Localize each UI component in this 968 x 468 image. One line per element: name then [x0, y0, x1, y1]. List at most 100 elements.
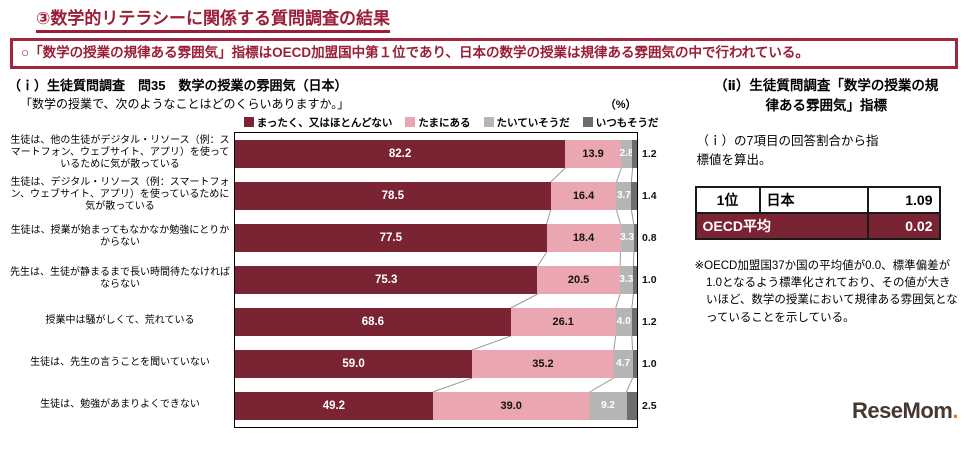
bar-segment-value: 49.2 [322, 399, 346, 412]
bar-row: 78.5 16.4 3.7 1.4 [235, 175, 657, 217]
index-table: 1位 日本 1.09 OECD平均 0.02 [694, 185, 941, 240]
chart-subheading-row: 「数学の授業で、次のようなことはどのくらいありますか。」 （%） [6, 95, 671, 112]
bar-segment: 20.5 [537, 265, 620, 294]
resemom-logo: ReseMom. [851, 397, 959, 424]
logo-dot: . [952, 397, 958, 423]
index-section-heading: （ⅱ）生徒質問調査「数学の授業の規律ある雰囲気」指標 [714, 77, 939, 114]
legend-item: いつもそうだ [582, 115, 659, 130]
legend-label: たいていそうだ [496, 116, 570, 129]
bar-value-outside: 1.2 [642, 147, 657, 160]
legend-item: たいていそうだ [483, 115, 570, 130]
percent-unit-label: （%） [604, 98, 637, 111]
bar-segment: 3.3 [620, 223, 635, 252]
stacked-bar: 59.0 35.2 4.7 [235, 349, 637, 378]
bar-segment-value: 68.6 [361, 315, 385, 328]
bar-segment: 2.8 [619, 139, 634, 168]
bar-segment-value: 39.0 [500, 399, 522, 412]
bar-segment: 4.0 [615, 307, 632, 336]
bar-row: 68.6 26.1 4.0 1.2 [235, 301, 657, 343]
bar-segment [631, 307, 637, 336]
bar-segment: 3.3 [619, 265, 634, 294]
category-label: 授業中は騒がしくて、荒れている [45, 314, 195, 326]
legend-label: まったく、又はほとんどない [256, 116, 393, 129]
stacked-bar: 75.3 20.5 3.3 [235, 265, 637, 294]
bar-segment: 18.4 [546, 223, 621, 252]
bar-row: 82.2 13.9 2.8 1.2 [235, 133, 657, 175]
legend-marker [582, 117, 593, 128]
bar-segment-value: 3.3 [620, 232, 635, 244]
category-label: 先生は、生徒が静まるまで長い時間待たなければならない [10, 267, 230, 290]
legend-marker [243, 117, 254, 128]
stacked-bar-chart: 生徒は、他の生徒がデジタル・リソース（例：スマートフォン、ウェブサイト、アプリ）… [6, 131, 671, 428]
bar-segment: 59.0 [235, 349, 473, 378]
bar-segment: 26.1 [510, 307, 616, 336]
legend-item: まったく、又はほとんどない [243, 115, 393, 130]
oecd-label-cell: OECD平均 [694, 211, 869, 240]
category-label: 生徒は、授業が始まってもなかなか勉強にとりかからない [10, 225, 230, 248]
legend-marker [405, 117, 416, 128]
bar-value-outside: 1.0 [642, 273, 657, 286]
bar-segment-value: 77.5 [379, 231, 402, 244]
bar-segment-value: 2.8 [619, 148, 634, 160]
oecd-value-cell: 0.02 [866, 211, 941, 240]
index-section: （ⅱ）生徒質問調査「数学の授業の規律ある雰囲気」指標 （ｉ）の7項目の回答割合か… [671, 74, 963, 428]
bar-row: 75.3 20.5 3.3 1.0 [235, 259, 657, 301]
legend-item: たまにある [405, 115, 471, 130]
bar-segment: 75.3 [235, 265, 538, 294]
bar-segment-value: 26.1 [552, 315, 574, 328]
plot-area: 82.2 13.9 2.8 1.2 78.5 16.4 3.7 1.4 77.5 18.4 3.3 0… [234, 131, 657, 428]
stacked-bar: 49.2 39.0 9.2 [235, 391, 637, 420]
bar-segment: 16.4 [550, 181, 617, 210]
category-label: 生徒は、勉強があまりよくできない [40, 398, 200, 410]
legend-marker [483, 117, 494, 128]
bar-segment: 68.6 [235, 307, 511, 336]
stacked-bar: 68.6 26.1 4.0 [235, 307, 637, 336]
bar-row: 77.5 18.4 3.3 0.8 [235, 217, 657, 259]
bar-segment-value: 9.2 [601, 400, 615, 412]
bar-segment-value: 3.7 [616, 190, 631, 202]
table-row-oecd: OECD平均 0.02 [694, 211, 941, 240]
bar-row: 49.2 39.0 9.2 2.5 [235, 385, 657, 427]
bar-segment-value: 82.2 [388, 147, 412, 160]
rank-cell: 1位 [694, 185, 761, 214]
bar-segment [626, 391, 637, 420]
table-row-japan: 1位 日本 1.09 [694, 185, 941, 214]
category-label: 生徒は、他の生徒がデジタル・リソース（例：スマートフォン、ウェブサイト、アプリ）… [10, 135, 230, 170]
bar-value-outside: 1.0 [642, 357, 657, 370]
legend-label: たまにある [418, 116, 471, 129]
bar-segment: 13.9 [565, 139, 621, 168]
stacked-bar: 82.2 13.9 2.8 [235, 139, 637, 168]
bar-segment-value: 3.3 [619, 274, 634, 286]
bar-segment [632, 265, 637, 294]
bar-segment-value: 20.5 [567, 273, 590, 286]
summary-callout-text: ○「数学の授業の規律ある雰囲気」指標はOECD加盟国中第１位であり、日本の数学の… [21, 45, 809, 60]
bar-segment-value: 4.7 [616, 358, 631, 370]
bar-segment-value: 13.9 [582, 147, 604, 160]
value-cell: 1.09 [866, 185, 941, 214]
chart-question-text: 「数学の授業で、次のようなことはどのくらいありますか。」 [20, 96, 350, 111]
country-cell: 日本 [758, 185, 869, 214]
bar-segment [632, 139, 637, 168]
bar-segment-value: 75.3 [375, 273, 398, 286]
stacked-bar: 77.5 18.4 3.3 [235, 223, 637, 252]
legend-label: いつもそうだ [595, 116, 659, 129]
logo-text: ReseMom [851, 397, 953, 423]
bar-segment: 49.2 [235, 391, 433, 420]
bar-segment [631, 181, 637, 210]
bar-segment: 39.0 [432, 391, 590, 420]
chart-section-heading: （ｉ）生徒質問調査 問35 数学の授業の雰囲気（日本） [8, 77, 348, 93]
bar-value-outside: 2.5 [642, 399, 657, 412]
bar-segment-value: 4.0 [616, 316, 631, 328]
bar-value-outside: 1.2 [642, 315, 657, 328]
standardization-note: ※OECD加盟国37か国の平均値が0.0、標準偏差が1.0となるよう標準化されて… [694, 259, 958, 324]
header: ③数学的リテラシーに関係する質問調査の結果 [0, 0, 968, 33]
bar-row: 59.0 35.2 4.7 1.0 [235, 343, 657, 385]
bar-segment [633, 223, 637, 252]
chart-section: （ｉ）生徒質問調査 問35 数学の授業の雰囲気（日本） 「数学の授業で、次のよう… [6, 74, 671, 428]
bar-segment-value: 78.5 [381, 189, 404, 202]
bar-segment-value: 18.4 [572, 231, 595, 244]
category-label: 生徒は、デジタル・リソース（例：スマートフォン、ウェブサイト、アプリ）を使ってい… [10, 177, 230, 212]
bar-segment-value: 16.4 [572, 189, 595, 202]
chart-legend: まったく、又はほとんどない たまにある たいていそうだ いつもそうだ [6, 115, 659, 130]
